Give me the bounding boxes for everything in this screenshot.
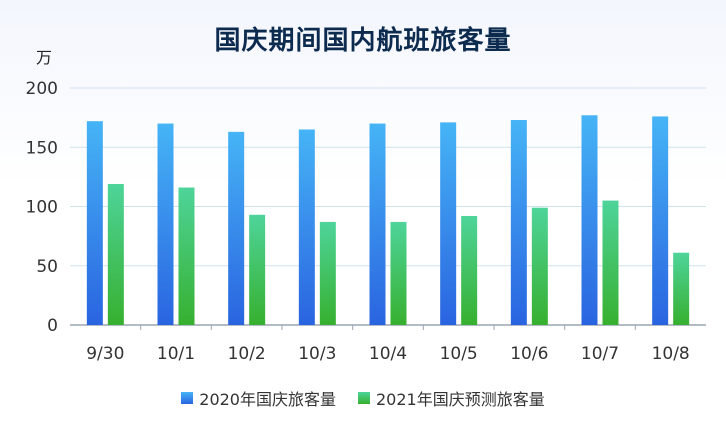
bar-2020-10-3 [298, 129, 315, 325]
bar-2020-10-7 [581, 115, 598, 325]
y-axis-unit: 万 [36, 48, 53, 67]
x-tick-label: 10/2 [228, 344, 266, 364]
bar-2021-10-4 [390, 221, 407, 325]
legend-label-2021: 2021年国庆预测旅客量 [376, 390, 545, 409]
bar-2020-9-30 [86, 121, 103, 326]
x-tick-label: 10/5 [440, 344, 478, 364]
x-tick-label: 10/6 [510, 344, 548, 364]
bar-2021-9-30 [107, 183, 124, 325]
y-tick-label: 0 [47, 316, 58, 336]
bar-2020-10-2 [228, 131, 245, 325]
bar-2020-10-1 [157, 123, 174, 325]
x-tick-label: 10/3 [298, 344, 336, 364]
bar-2021-10-6 [531, 207, 548, 325]
x-tick-label: 10/7 [581, 344, 619, 364]
bar-2020-10-6 [510, 119, 527, 326]
x-tick-label: 9/30 [86, 344, 124, 364]
bar-2020-10-8 [652, 116, 669, 325]
bar-2021-10-3 [319, 221, 336, 325]
x-axis-ticks: 9/30 10/1 10/2 10/3 10/4 10/5 10/6 10/7 10/8 [86, 325, 690, 364]
legend-swatch-2020 [181, 392, 194, 404]
legend: 2020年国庆旅客量 2021年国庆预测旅客量 [0, 386, 726, 410]
bar-2020-10-5 [440, 122, 457, 326]
y-tick-label: 100 [26, 198, 58, 218]
bar-2021-10-1 [178, 187, 195, 325]
x-tick-label: 10/8 [652, 344, 690, 364]
bar-2021-10-8 [673, 252, 690, 325]
y-axis-ticks: 0 50 100 150 200 [26, 79, 58, 336]
bar-2020-10-4 [369, 123, 386, 325]
bar-2021-10-2 [249, 214, 266, 325]
x-tick-label: 10/1 [157, 344, 195, 364]
legend-swatch-2021 [358, 392, 370, 404]
gridlines [70, 87, 706, 326]
bar-2021-10-5 [461, 215, 478, 325]
bars [86, 115, 690, 326]
y-tick-label: 200 [26, 79, 58, 99]
legend-item-2021: 2021年国庆预测旅客量 [358, 386, 545, 410]
legend-item-2020: 2020年国庆旅客量 [181, 386, 336, 410]
y-tick-label: 150 [26, 138, 58, 158]
x-tick-label: 10/4 [369, 344, 407, 364]
chart-title: 国庆期间国内航班旅客量 [214, 26, 512, 56]
legend-label-2020: 2020年国庆旅客量 [199, 390, 336, 409]
y-tick-label: 50 [36, 257, 58, 277]
bar-2021-10-7 [602, 200, 619, 325]
